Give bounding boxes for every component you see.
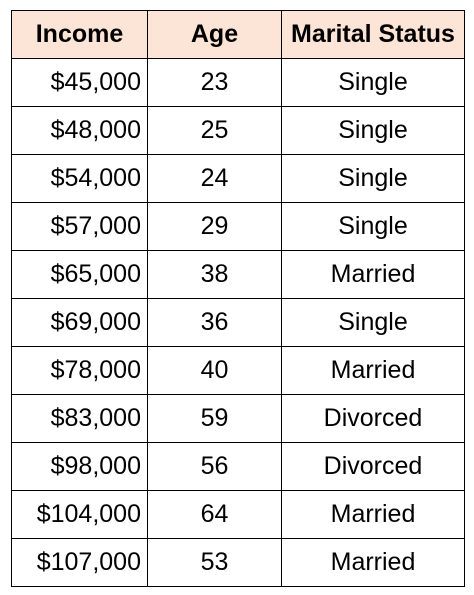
age-cell[interactable]: 23 (147, 58, 282, 107)
marital-status-cell[interactable]: Single (281, 106, 465, 155)
data-table: Income Age Marital Status $45,000 23 Sin… (11, 10, 465, 587)
header-marital-status[interactable]: Marital Status (281, 10, 465, 59)
table-row: $78,000 40 Married (11, 346, 465, 395)
income-cell[interactable]: $65,000 (11, 250, 148, 299)
table-header: Income Age Marital Status (11, 10, 465, 59)
marital-status-cell[interactable]: Married (281, 490, 465, 539)
table-body: $45,000 23 Single $48,000 25 Single $54,… (11, 58, 465, 587)
income-cell[interactable]: $54,000 (11, 154, 148, 203)
age-cell[interactable]: 38 (147, 250, 282, 299)
age-cell[interactable]: 29 (147, 202, 282, 251)
table-row: $48,000 25 Single (11, 106, 465, 155)
header-row: Income Age Marital Status (11, 10, 465, 59)
marital-status-cell[interactable]: Married (281, 538, 465, 587)
income-cell[interactable]: $107,000 (11, 538, 148, 587)
marital-status-cell[interactable]: Single (281, 154, 465, 203)
marital-status-cell[interactable]: Single (281, 202, 465, 251)
marital-status-cell[interactable]: Married (281, 250, 465, 299)
age-cell[interactable]: 40 (147, 346, 282, 395)
header-income[interactable]: Income (11, 10, 148, 59)
table-row: $57,000 29 Single (11, 202, 465, 251)
marital-status-cell[interactable]: Single (281, 298, 465, 347)
marital-status-cell[interactable]: Divorced (281, 442, 465, 491)
age-cell[interactable]: 64 (147, 490, 282, 539)
table-row: $69,000 36 Single (11, 298, 465, 347)
table-row: $104,000 64 Married (11, 490, 465, 539)
income-cell[interactable]: $69,000 (11, 298, 148, 347)
age-cell[interactable]: 59 (147, 394, 282, 443)
table-row: $107,000 53 Married (11, 538, 465, 587)
age-cell[interactable]: 56 (147, 442, 282, 491)
income-cell[interactable]: $83,000 (11, 394, 148, 443)
income-cell[interactable]: $48,000 (11, 106, 148, 155)
income-cell[interactable]: $78,000 (11, 346, 148, 395)
age-cell[interactable]: 53 (147, 538, 282, 587)
income-cell[interactable]: $45,000 (11, 58, 148, 107)
header-age[interactable]: Age (147, 10, 282, 59)
marital-status-cell[interactable]: Single (281, 58, 465, 107)
table-row: $65,000 38 Married (11, 250, 465, 299)
marital-status-cell[interactable]: Divorced (281, 394, 465, 443)
age-cell[interactable]: 36 (147, 298, 282, 347)
table-row: $54,000 24 Single (11, 154, 465, 203)
table-row: $83,000 59 Divorced (11, 394, 465, 443)
income-cell[interactable]: $57,000 (11, 202, 148, 251)
age-cell[interactable]: 25 (147, 106, 282, 155)
marital-status-cell[interactable]: Married (281, 346, 465, 395)
income-cell[interactable]: $98,000 (11, 442, 148, 491)
age-cell[interactable]: 24 (147, 154, 282, 203)
table-row: $45,000 23 Single (11, 58, 465, 107)
data-sheet: Income Age Marital Status $45,000 23 Sin… (11, 10, 465, 587)
income-cell[interactable]: $104,000 (11, 490, 148, 539)
table-row: $98,000 56 Divorced (11, 442, 465, 491)
